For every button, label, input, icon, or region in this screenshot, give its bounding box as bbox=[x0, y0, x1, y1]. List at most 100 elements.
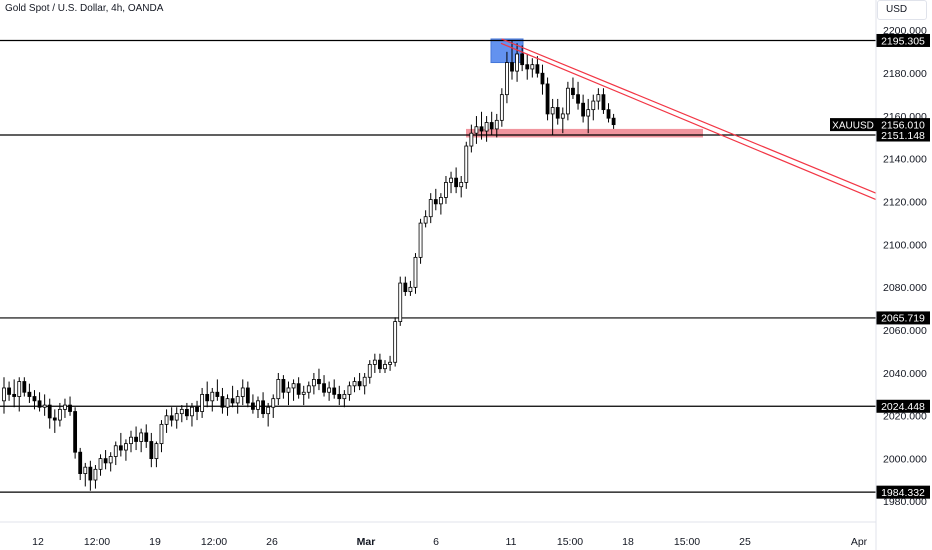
candle-down bbox=[571, 87, 575, 96]
last-price-tag bbox=[876, 118, 930, 132]
candle-up bbox=[57, 408, 62, 421]
level-price-label: 2024.448 bbox=[881, 401, 925, 413]
candle-down bbox=[195, 406, 199, 412]
price-tick-label: 2200.000 bbox=[883, 25, 927, 37]
candle-down bbox=[535, 64, 540, 74]
candle-down bbox=[220, 396, 225, 408]
candle-down bbox=[251, 402, 255, 410]
price-tick-label: 2100.000 bbox=[883, 239, 927, 251]
candle-up bbox=[398, 282, 403, 322]
candle-down bbox=[52, 417, 57, 421]
candle-down bbox=[378, 359, 382, 370]
candle-down bbox=[545, 83, 550, 115]
candle-up bbox=[276, 379, 281, 400]
candle-up bbox=[449, 177, 453, 183]
candle-down bbox=[489, 122, 494, 130]
candle-up bbox=[372, 359, 377, 365]
candle-down bbox=[525, 64, 530, 70]
candle-down bbox=[12, 393, 17, 397]
candle-down bbox=[27, 391, 32, 397]
candle-up bbox=[256, 400, 260, 410]
candle-down bbox=[7, 387, 11, 395]
candle-down bbox=[22, 381, 27, 393]
support-zone bbox=[466, 128, 703, 138]
candle-down bbox=[144, 432, 149, 442]
price-tick-label: 1980.000 bbox=[883, 496, 927, 508]
candle-down bbox=[601, 94, 606, 111]
candle-up bbox=[291, 383, 296, 389]
time-tick-label: 12:00 bbox=[84, 536, 110, 548]
candle-up bbox=[444, 182, 448, 198]
candle-up bbox=[174, 413, 179, 421]
symbol-tag-label: XAUUSD bbox=[832, 120, 874, 131]
candle-down bbox=[296, 383, 301, 395]
candle-up bbox=[93, 468, 98, 481]
candle-down bbox=[576, 94, 580, 104]
time-tick-label: 15:00 bbox=[557, 536, 583, 548]
candle-down bbox=[149, 441, 154, 460]
candle-up bbox=[164, 415, 169, 425]
candle-down bbox=[540, 72, 545, 85]
candle-up bbox=[484, 122, 489, 132]
candle-up bbox=[63, 404, 67, 410]
time-tick-label: Mar bbox=[357, 536, 376, 548]
trendline bbox=[501, 38, 877, 194]
candle-up bbox=[560, 113, 565, 119]
level-price-tag bbox=[876, 399, 930, 413]
candle-up bbox=[418, 222, 423, 258]
candle-down bbox=[479, 126, 484, 132]
last-price-label: 2156.010 bbox=[881, 119, 925, 131]
candle-up bbox=[108, 456, 113, 464]
candle-up bbox=[240, 387, 245, 397]
candle-down bbox=[454, 177, 459, 188]
candle-up bbox=[311, 379, 316, 387]
candle-down bbox=[611, 117, 616, 126]
currency-selector-button[interactable]: USD bbox=[877, 0, 927, 20]
candle-up bbox=[154, 443, 159, 460]
level-price-label: 2195.305 bbox=[881, 35, 925, 47]
chart-title: Gold Spot / U.S. Dollar, 4h, OANDA bbox=[5, 3, 164, 14]
candles-layer bbox=[2, 41, 616, 491]
candle-up bbox=[327, 387, 332, 393]
candle-down bbox=[184, 408, 189, 417]
candle-up bbox=[2, 387, 6, 402]
candle-up bbox=[235, 396, 240, 404]
candle-down bbox=[37, 400, 42, 408]
candle-up bbox=[301, 391, 306, 395]
candle-up bbox=[200, 393, 205, 412]
candle-down bbox=[332, 387, 337, 395]
candle-down bbox=[68, 404, 72, 412]
candle-down bbox=[581, 102, 586, 117]
candle-down bbox=[322, 383, 326, 393]
level-price-tag bbox=[876, 33, 930, 47]
candle-down bbox=[230, 398, 235, 404]
candle-down bbox=[88, 466, 93, 481]
candle-up bbox=[139, 432, 144, 442]
candle-up bbox=[266, 406, 271, 415]
level-price-tag bbox=[876, 128, 930, 142]
time-tick-label: 12 bbox=[32, 536, 44, 548]
candle-up bbox=[464, 145, 469, 183]
level-price-label: 1984.332 bbox=[881, 487, 925, 499]
candle-down bbox=[205, 393, 210, 402]
level-price-tag bbox=[876, 485, 930, 499]
candle-up bbox=[383, 364, 387, 370]
candle-down bbox=[118, 445, 123, 451]
candle-up bbox=[591, 100, 596, 111]
candle-up bbox=[499, 94, 504, 121]
candle-down bbox=[245, 387, 250, 404]
trendline bbox=[500, 42, 877, 201]
candle-up bbox=[159, 423, 164, 445]
candle-up bbox=[83, 466, 88, 475]
candle-up bbox=[596, 94, 601, 102]
symbol-tag bbox=[830, 118, 876, 132]
candle-up bbox=[271, 398, 276, 408]
candle-up bbox=[352, 381, 357, 387]
time-tick-label: 15:00 bbox=[674, 536, 700, 548]
candle-up bbox=[124, 443, 128, 451]
time-tick-label: 26 bbox=[266, 536, 278, 548]
candle-down bbox=[32, 396, 37, 402]
candle-down bbox=[510, 62, 514, 72]
